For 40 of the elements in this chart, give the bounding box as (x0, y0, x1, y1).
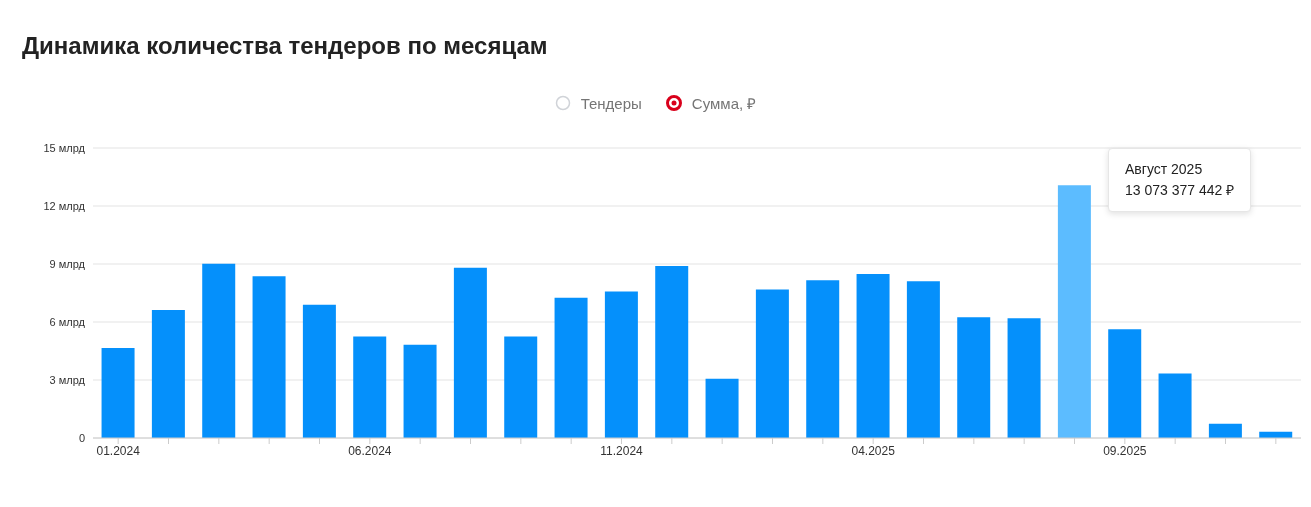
bar (453, 267, 487, 438)
bar (1057, 185, 1091, 438)
y-tick-label: 0 (78, 431, 85, 444)
bar (101, 347, 135, 438)
y-tick-label: 12 млрд (43, 199, 86, 212)
annotation: Август 2025 (1125, 160, 1204, 179)
y-tick-label: 3 млрд (49, 373, 86, 386)
x-tick-label: 06.2024 (348, 443, 392, 458)
bar (655, 265, 689, 438)
bar (403, 344, 437, 438)
bar (755, 289, 789, 438)
bar (554, 297, 588, 438)
bar (1108, 329, 1142, 438)
x-tick-label: 04.2025 (851, 443, 896, 458)
bar (202, 263, 236, 438)
y-tick-label: 6 млрд (49, 315, 86, 328)
bar (151, 310, 185, 438)
bar (504, 336, 538, 438)
bar (1208, 423, 1242, 438)
text: Сумма, ₽ (691, 94, 757, 113)
x-tick-label: 09.2025 (1103, 443, 1147, 458)
x-tick-label: 11.2024 (600, 443, 644, 458)
bar (1007, 318, 1041, 438)
bar (957, 317, 991, 438)
bar (252, 276, 286, 438)
bar (1158, 373, 1192, 438)
tooltip-box: Август 2025 13 073 377 442 ₽ (1108, 148, 1252, 212)
bar (906, 281, 940, 438)
y-tick-label: 15 млрд (43, 141, 86, 154)
bar (353, 336, 387, 438)
legend-label: Тендеры (580, 94, 642, 112)
bar (604, 291, 638, 438)
bar (302, 304, 336, 438)
bar (856, 274, 890, 438)
x-tick-label: 01.2024 (96, 443, 141, 458)
annotation: 13 073 377 442 ₽ (1125, 181, 1235, 200)
y-tick-label: 9 млрд (49, 257, 86, 270)
bar (806, 280, 840, 438)
bar (705, 378, 739, 438)
chart-title: Динамика количества тендеров по месяцам (22, 32, 548, 60)
